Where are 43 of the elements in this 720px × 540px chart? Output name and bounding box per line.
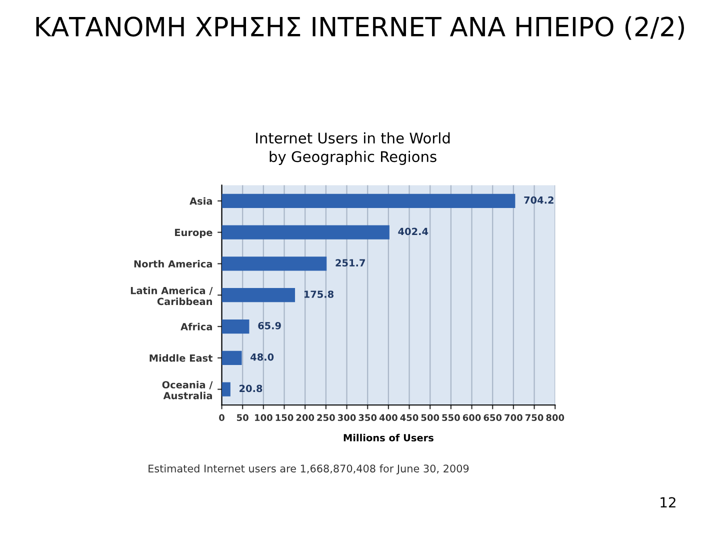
x-tick-label: 550 [442,414,460,422]
bar [222,382,230,396]
y-tick-label: Middle East [150,354,213,362]
data-label: 65.9 [258,322,281,330]
data-label: 175.8 [304,290,334,298]
y-tick-label: Oceania / Australia [162,380,213,400]
x-tick-label: 650 [484,414,502,422]
chart-title: ΚΑΤΑΝΟΜΗ ΧΡΗΣΗΣ INTERNET ΑΝΑ ΗΠΕΙΡΟ (2/2) [36,16,684,40]
x-tick-label: 600 [462,414,481,422]
data-label: 704.2 [524,196,554,204]
bar [222,225,390,240]
bar [222,194,516,208]
data-label: 402.4 [398,228,428,236]
x-tick-label: 750 [525,414,544,422]
bar [222,256,327,271]
y-tick-label: North America [134,260,212,268]
y-tick-label: Latin America / Caribbean [130,286,213,306]
data-label: 20.8 [240,384,262,392]
y-tick-label: Asia [190,197,212,205]
chart-subtitle: Internet Users in the World by Geographic Regions [256,132,450,165]
bar [222,350,242,365]
bar [222,288,296,302]
x-tick-label: 150 [276,414,294,422]
x-tick-label: 400 [379,414,398,422]
data-label: 48.0 [250,353,274,361]
x-tick-label: 50 [237,414,248,422]
x-tick-label: 250 [317,414,335,422]
data-label: 251.7 [336,259,365,267]
x-tick-label: 700 [504,414,522,422]
x-tick-label: 200 [296,414,314,422]
x-tick-label: 800 [546,414,564,422]
x-tick-label: 500 [421,414,440,422]
y-tick-label: Europe [175,228,212,238]
text: Estimated Internet users are 1,668,870,408 for June 30, 2009 [148,464,469,474]
x-tick-label: 300 [338,414,356,422]
x-axis-title: Millions of Users [344,434,434,442]
bar [222,319,250,334]
x-tick-label: 100 [255,414,272,422]
x-tick-label: 450 [400,414,418,422]
x-tick-label: 350 [358,414,377,422]
x-tick-label: 0 [219,414,224,422]
y-tick-label: Africa [180,322,212,330]
text: 12 [660,497,676,508]
